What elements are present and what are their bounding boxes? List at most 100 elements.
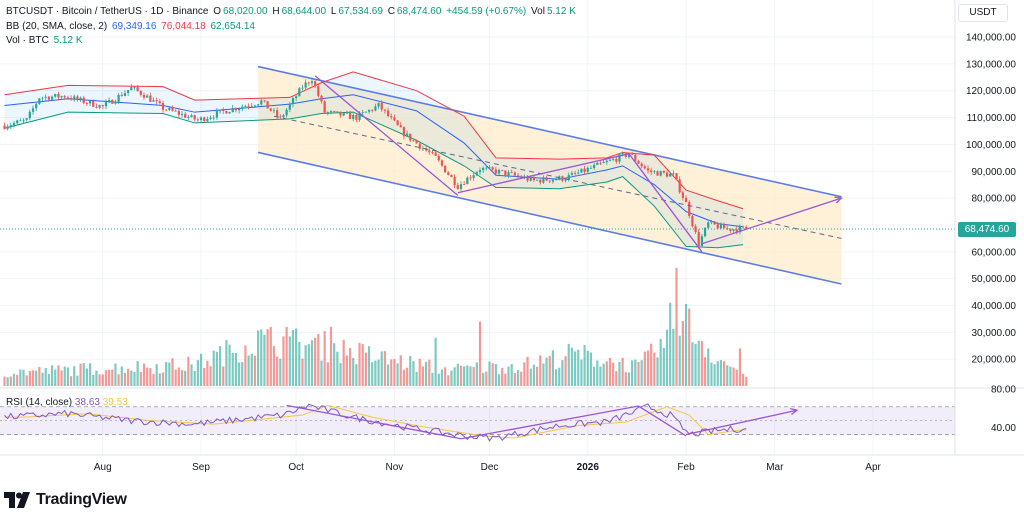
candle-body — [570, 173, 574, 176]
time-tick-label: 2026 — [577, 462, 600, 473]
volume-bar — [231, 352, 234, 386]
volume-bar — [320, 360, 323, 386]
candle-body — [244, 106, 247, 107]
volume-bar — [234, 352, 238, 386]
candle-body — [234, 108, 238, 111]
volume-bar — [618, 361, 621, 386]
bb-legend[interactable]: BB (20, SMA, close, 2) 69,349.16 76,044.… — [6, 21, 257, 32]
volume-bar — [310, 340, 314, 386]
candle-body — [513, 172, 516, 176]
bb-label: BB (20, SMA, close, 2) — [6, 21, 108, 32]
candle-body — [418, 143, 421, 149]
volume-bar — [665, 329, 669, 386]
volume-bar — [570, 347, 574, 386]
candle-body — [380, 102, 383, 110]
volume-bar — [111, 369, 114, 386]
candle-body — [722, 223, 726, 229]
volume-bar — [624, 372, 627, 386]
volume-bar — [63, 366, 66, 386]
candle-body — [301, 87, 304, 89]
volume-bar — [678, 335, 681, 386]
volume-bar — [605, 361, 608, 386]
volume-bar — [589, 352, 593, 386]
candle-body — [634, 154, 637, 161]
time-tick-label: Oct — [288, 462, 304, 473]
volume-bar — [212, 350, 215, 386]
candle-body — [250, 106, 253, 107]
volume-bar — [380, 351, 383, 386]
rsi-legend[interactable]: RSI (14, close) 38.63 39.53 — [6, 397, 128, 408]
candle-body — [314, 81, 317, 87]
candle-body — [643, 166, 646, 169]
candle-body — [130, 87, 133, 91]
volume-bar — [295, 328, 298, 386]
volume-bar — [171, 358, 174, 386]
volume-bar — [88, 363, 92, 386]
volume-bar — [650, 343, 653, 386]
volume-bar — [108, 369, 111, 386]
volume-bar — [703, 357, 707, 386]
volume-legend[interactable]: Vol · BTC 5.12 K — [6, 35, 85, 46]
volume-bar — [463, 366, 466, 386]
candle-body — [146, 95, 149, 98]
dashed-trendline — [273, 115, 842, 239]
volume-bar — [269, 326, 272, 386]
volume-bar — [745, 376, 748, 386]
candle-body — [225, 110, 228, 114]
time-tick-label: Feb — [677, 462, 695, 473]
candle-body — [532, 177, 535, 181]
change-value: +454.59 (+0.67%) — [446, 6, 527, 17]
candle-body — [25, 118, 28, 120]
candle-body — [333, 111, 336, 112]
volume-bar — [241, 362, 244, 386]
candle-body — [447, 172, 450, 175]
volume-bar — [710, 362, 713, 386]
candle-body — [298, 88, 301, 97]
candle-body — [485, 167, 488, 169]
volume-bar — [279, 358, 282, 386]
volume-bar — [412, 361, 415, 386]
rsi-projection-arrowhead — [790, 407, 799, 416]
volume-bar — [631, 360, 634, 386]
candle-body — [348, 113, 352, 119]
candle-body — [22, 119, 25, 121]
symbol-line[interactable]: BTCUSDT · Bitcoin / TetherUS · 1D · Bina… — [6, 6, 209, 17]
candle-body — [104, 102, 108, 107]
volume-bar — [535, 366, 539, 386]
candle-body — [735, 229, 738, 233]
volume-bar — [237, 362, 241, 386]
candle-body — [19, 120, 22, 122]
volume-bar — [95, 370, 98, 386]
open-label: O — [213, 6, 222, 17]
candle-body — [63, 96, 66, 98]
candle-body — [469, 177, 472, 179]
currency-unit-button[interactable]: USDT — [958, 4, 1008, 22]
candle-body — [463, 184, 466, 185]
candle-body — [266, 101, 269, 109]
candle-body — [390, 116, 393, 118]
volume-bar — [390, 359, 393, 386]
volume-bar — [497, 374, 501, 386]
volume-bar — [120, 366, 123, 386]
volume-bar — [434, 337, 437, 386]
tradingview-logo[interactable]: TradingView — [4, 490, 127, 510]
candle-body — [726, 228, 729, 230]
volume-bar — [57, 365, 60, 386]
candle-body — [69, 98, 73, 100]
candle-body — [12, 123, 16, 126]
candle-body — [193, 115, 196, 120]
candle-body — [450, 174, 453, 178]
rsi-label: RSI (14, close) — [6, 397, 73, 408]
candle-body — [742, 226, 745, 228]
volume-bar — [114, 363, 117, 386]
high-label: H — [272, 6, 280, 17]
bollinger-lower-line — [4, 111, 744, 249]
close-label: C — [387, 6, 395, 17]
volume-bar — [377, 359, 380, 386]
rsi-divergence-line — [460, 405, 639, 440]
volume-bar — [444, 367, 447, 386]
candle-body — [412, 140, 415, 142]
volume-bar — [307, 344, 310, 386]
volume-bar — [466, 365, 469, 386]
